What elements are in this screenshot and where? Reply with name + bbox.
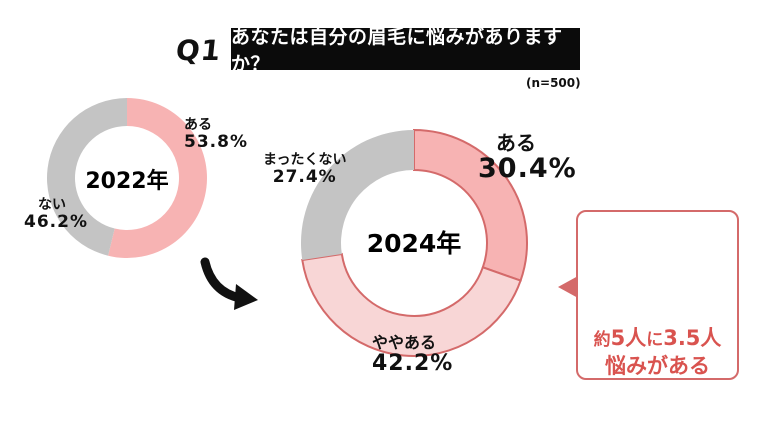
donut-slice-0 xyxy=(413,128,528,282)
slice-value: 30.4% xyxy=(478,153,577,184)
question-banner: あなたは自分の眉毛に悩みがありますか？ xyxy=(231,26,580,75)
donut-slice-2 xyxy=(301,130,414,260)
donut-slice-1 xyxy=(46,98,127,256)
sample-size: (n=500) xyxy=(526,76,581,90)
label-2022-aru: ある 53.8% xyxy=(184,117,248,153)
label-2024-mattaku: まったくない 27.4% xyxy=(263,152,347,188)
slice-name: ない xyxy=(38,197,66,213)
label-2024-aru: ある 30.4% xyxy=(478,132,577,184)
callout-line2: 悩みがある xyxy=(605,354,710,379)
slice-value: 42.2% xyxy=(372,350,454,376)
center-label-2022: 2022年 xyxy=(85,168,168,194)
callout-box: 約5人に3.5人 悩みがある xyxy=(576,210,739,380)
slice-value: 53.8% xyxy=(184,132,248,153)
donut-2024 xyxy=(301,128,528,357)
curved-arrow-icon xyxy=(200,257,258,310)
slice-name: ある xyxy=(184,117,212,133)
callout-affected: 3.5人 xyxy=(663,326,722,350)
slice-name: ある xyxy=(496,131,536,155)
callout-mid: に xyxy=(646,330,664,350)
donut-slice-0 xyxy=(108,98,207,258)
slice-name: ややある xyxy=(372,333,437,352)
callout-pointer xyxy=(558,276,578,298)
donut-2022 xyxy=(46,98,207,258)
label-2024-yaya: ややある 42.2% xyxy=(372,334,453,376)
slice-value: 27.4% xyxy=(272,167,337,188)
callout-prefix: 約 xyxy=(593,330,611,350)
label-2022-nai: ない 46.2% xyxy=(24,197,88,233)
donut-slice-1 xyxy=(301,252,522,357)
callout-total: 5人 xyxy=(610,326,647,350)
center-label-2024: 2024年 xyxy=(367,229,462,258)
slice-name: まったくない xyxy=(263,152,347,168)
callout-text: 約5人に3.5人 悩みがある xyxy=(578,324,737,381)
slice-value: 46.2% xyxy=(24,212,88,233)
